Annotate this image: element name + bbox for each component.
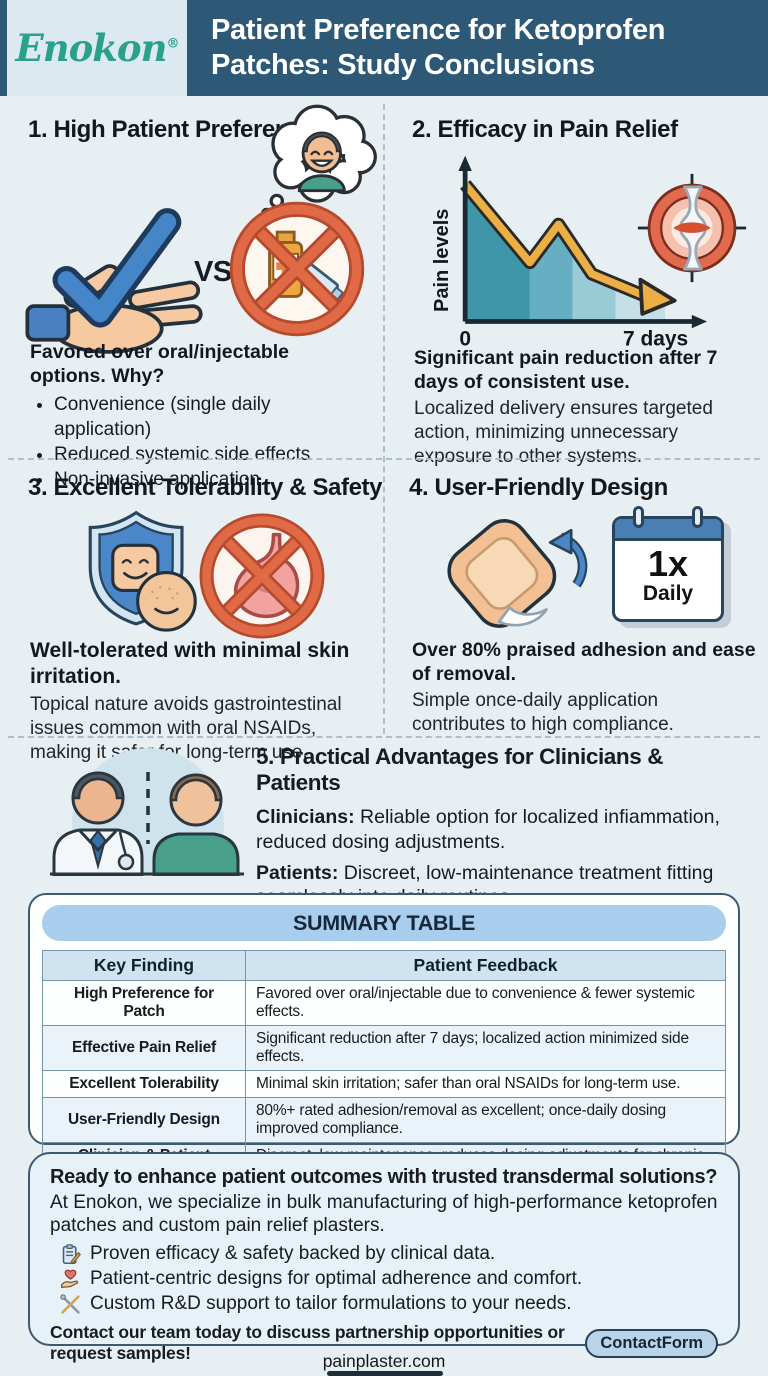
- bullet-item: Convenience (single daily application): [54, 392, 368, 442]
- calendar-frequency: 1x: [647, 543, 689, 584]
- cta-contact-text: Contact our team today to discuss partne…: [50, 1322, 565, 1364]
- clipboard-icon: [62, 1244, 81, 1265]
- key-finding-cell: Effective Pain Relief: [42, 1025, 246, 1071]
- section-2-lead: Significant pain reduction after 7 days …: [414, 347, 718, 394]
- section-4-body: Simple once-daily application contribute…: [412, 689, 674, 735]
- cta-card: Ready to enhance patient outcomes with t…: [28, 1152, 740, 1363]
- cta-body: At Enokon, we specialize in bulk manufac…: [50, 1192, 718, 1237]
- cta-bullet-text: Patient-centric designs for optimal adhe…: [90, 1268, 583, 1290]
- calendar-header: [615, 519, 721, 541]
- patient-feedback-cell: 80%+ rated adhesion/removal as excellent…: [245, 1097, 726, 1143]
- cta-heading: Ready to enhance patient outcomes with t…: [50, 1166, 718, 1188]
- section-4-text: Over 80% praised adhesion and ease of re…: [412, 638, 756, 737]
- summary-table-title: SUMMARY TABLE: [42, 905, 726, 941]
- section-tolerability-safety: 3. Excellent Tolerability & Safety: [0, 462, 384, 763]
- pain-decline-chart: Pain levels 0 7 days: [431, 155, 708, 350]
- table-row: High Preference for Patch Favored over o…: [42, 980, 726, 1026]
- key-finding-cell: User-Friendly Design: [42, 1097, 246, 1143]
- section-practical-advantages: 5. Practical Advantages for Clinicians &…: [256, 744, 752, 916]
- clinician-patient-illustration: [36, 748, 258, 876]
- shield-skin-patch-icon: [88, 510, 197, 632]
- cta-bullet-text: Proven efficacy & safety backed by clini…: [90, 1243, 496, 1265]
- website-url: painplaster.com: [322, 1351, 446, 1371]
- section-2-body: Localized delivery ensures targeted acti…: [414, 397, 713, 467]
- contact-form-button[interactable]: ContactForm: [585, 1328, 718, 1358]
- joint-target-icon: [637, 173, 747, 283]
- section-1-title: 1. High Patient Preference: [28, 116, 316, 143]
- section-3-text: Well-tolerated with minimal skin irritat…: [30, 638, 378, 765]
- tools-icon: [60, 1293, 80, 1314]
- calendar-period: Daily: [642, 581, 694, 605]
- hand-checkmark-icon: [25, 208, 203, 354]
- column-header-key-finding: Key Finding: [42, 950, 246, 981]
- brand-logo: Enokon®: [15, 26, 180, 70]
- page-title: Patient Preference for Ketoprofen Patche…: [211, 14, 666, 82]
- calendar-ring: [692, 506, 703, 528]
- clinicians-label: Clinicians:: [256, 806, 355, 828]
- table-header-row: Key Finding Patient Feedback: [42, 950, 726, 981]
- section-4-lead: Over 80% praised adhesion and ease of re…: [412, 639, 756, 686]
- summary-table: Key Finding Patient Feedback High Prefer…: [42, 950, 726, 1188]
- table-row: Effective Pain Relief Significant reduct…: [42, 1025, 726, 1071]
- divider: [383, 104, 385, 734]
- clinicians-line: Clinicians: Reliable option for localize…: [256, 805, 752, 855]
- divider: [8, 736, 760, 738]
- section-high-patient-preference: 1. High Patient Preference: [0, 100, 384, 490]
- cta-bullets: Proven efficacy & safety backed by clini…: [50, 1242, 718, 1316]
- table-row: Excellent Tolerability Minimal skin irri…: [42, 1070, 726, 1098]
- key-finding-cell: Excellent Tolerability: [42, 1070, 246, 1098]
- no-pills-syringe-icon: [229, 201, 365, 337]
- cta-contact-row: Contact our team today to discuss partne…: [50, 1322, 718, 1364]
- section-5-title: 5. Practical Advantages for Clinicians &…: [256, 744, 664, 795]
- section-3-title: 3. Excellent Tolerability & Safety: [28, 474, 383, 501]
- no-stomach-icon: [199, 513, 325, 639]
- chart-x-end: 7 days: [623, 327, 688, 350]
- section-2-text: Significant pain reduction after 7 days …: [414, 346, 756, 469]
- patients-label: Patients:: [256, 861, 339, 884]
- section-1-text: Favored over oral/injectable options. Wh…: [30, 340, 368, 492]
- cta-bullet-text: Custom R&D support to tailor formulation…: [90, 1292, 572, 1314]
- clinicians-text: Reliable option for localized infiammati…: [256, 806, 720, 853]
- section-3-lead: Well-tolerated with minimal skin irritat…: [30, 639, 350, 689]
- header: Enokon® Patient Preference for Ketoprofe…: [0, 0, 768, 96]
- column-header-patient-feedback: Patient Feedback: [245, 950, 726, 981]
- calendar-ring: [633, 506, 644, 528]
- section-1-lead: Favored over oral/injectable options. Wh…: [30, 341, 290, 388]
- patient-feedback-cell: Favored over oral/injectable due to conv…: [245, 980, 726, 1026]
- section-efficacy-pain-relief: 2. Efficacy in Pain Relief Pain levels 0…: [384, 100, 768, 467]
- vs-label: VS: [194, 256, 232, 288]
- chart-x-start: 0: [459, 327, 471, 350]
- chart-ylabel: Pain levels: [431, 209, 453, 312]
- summary-table-card: SUMMARY TABLE Key Finding Patient Feedba…: [28, 893, 740, 1188]
- section-user-friendly-design: 4. User-Friendly Design 1x Daily Over 80…: [384, 462, 768, 735]
- patient-feedback-cell: Minimal skin irritation; safer than oral…: [245, 1070, 726, 1098]
- patient-feedback-cell: Significant reduction after 7 days; loca…: [245, 1025, 726, 1071]
- section-4-title: 4. User-Friendly Design: [409, 474, 668, 501]
- key-finding-cell: High Preference for Patch: [42, 980, 246, 1026]
- cta-bullet: Custom R&D support to tailor formulation…: [60, 1292, 718, 1317]
- bullet-item: Non-invasive application.: [54, 467, 368, 492]
- patch-peel-icon: [447, 519, 588, 628]
- table-row: User-Friendly Design 80%+ rated adhesion…: [42, 1097, 726, 1143]
- heart-hand-icon: [61, 1269, 79, 1288]
- brand-logo-panel: Enokon®: [7, 0, 187, 96]
- section-2-title: 2. Efficacy in Pain Relief: [412, 116, 678, 143]
- home-indicator-bar: [327, 1371, 443, 1376]
- thought-bubble-patient-icon: [261, 104, 377, 219]
- registered-mark: ®: [166, 36, 180, 52]
- cta-bullet: Patient-centric designs for optimal adhe…: [60, 1267, 718, 1292]
- cta-bullet: Proven efficacy & safety backed by clini…: [60, 1242, 718, 1267]
- calendar-icon: 1x Daily: [612, 506, 724, 622]
